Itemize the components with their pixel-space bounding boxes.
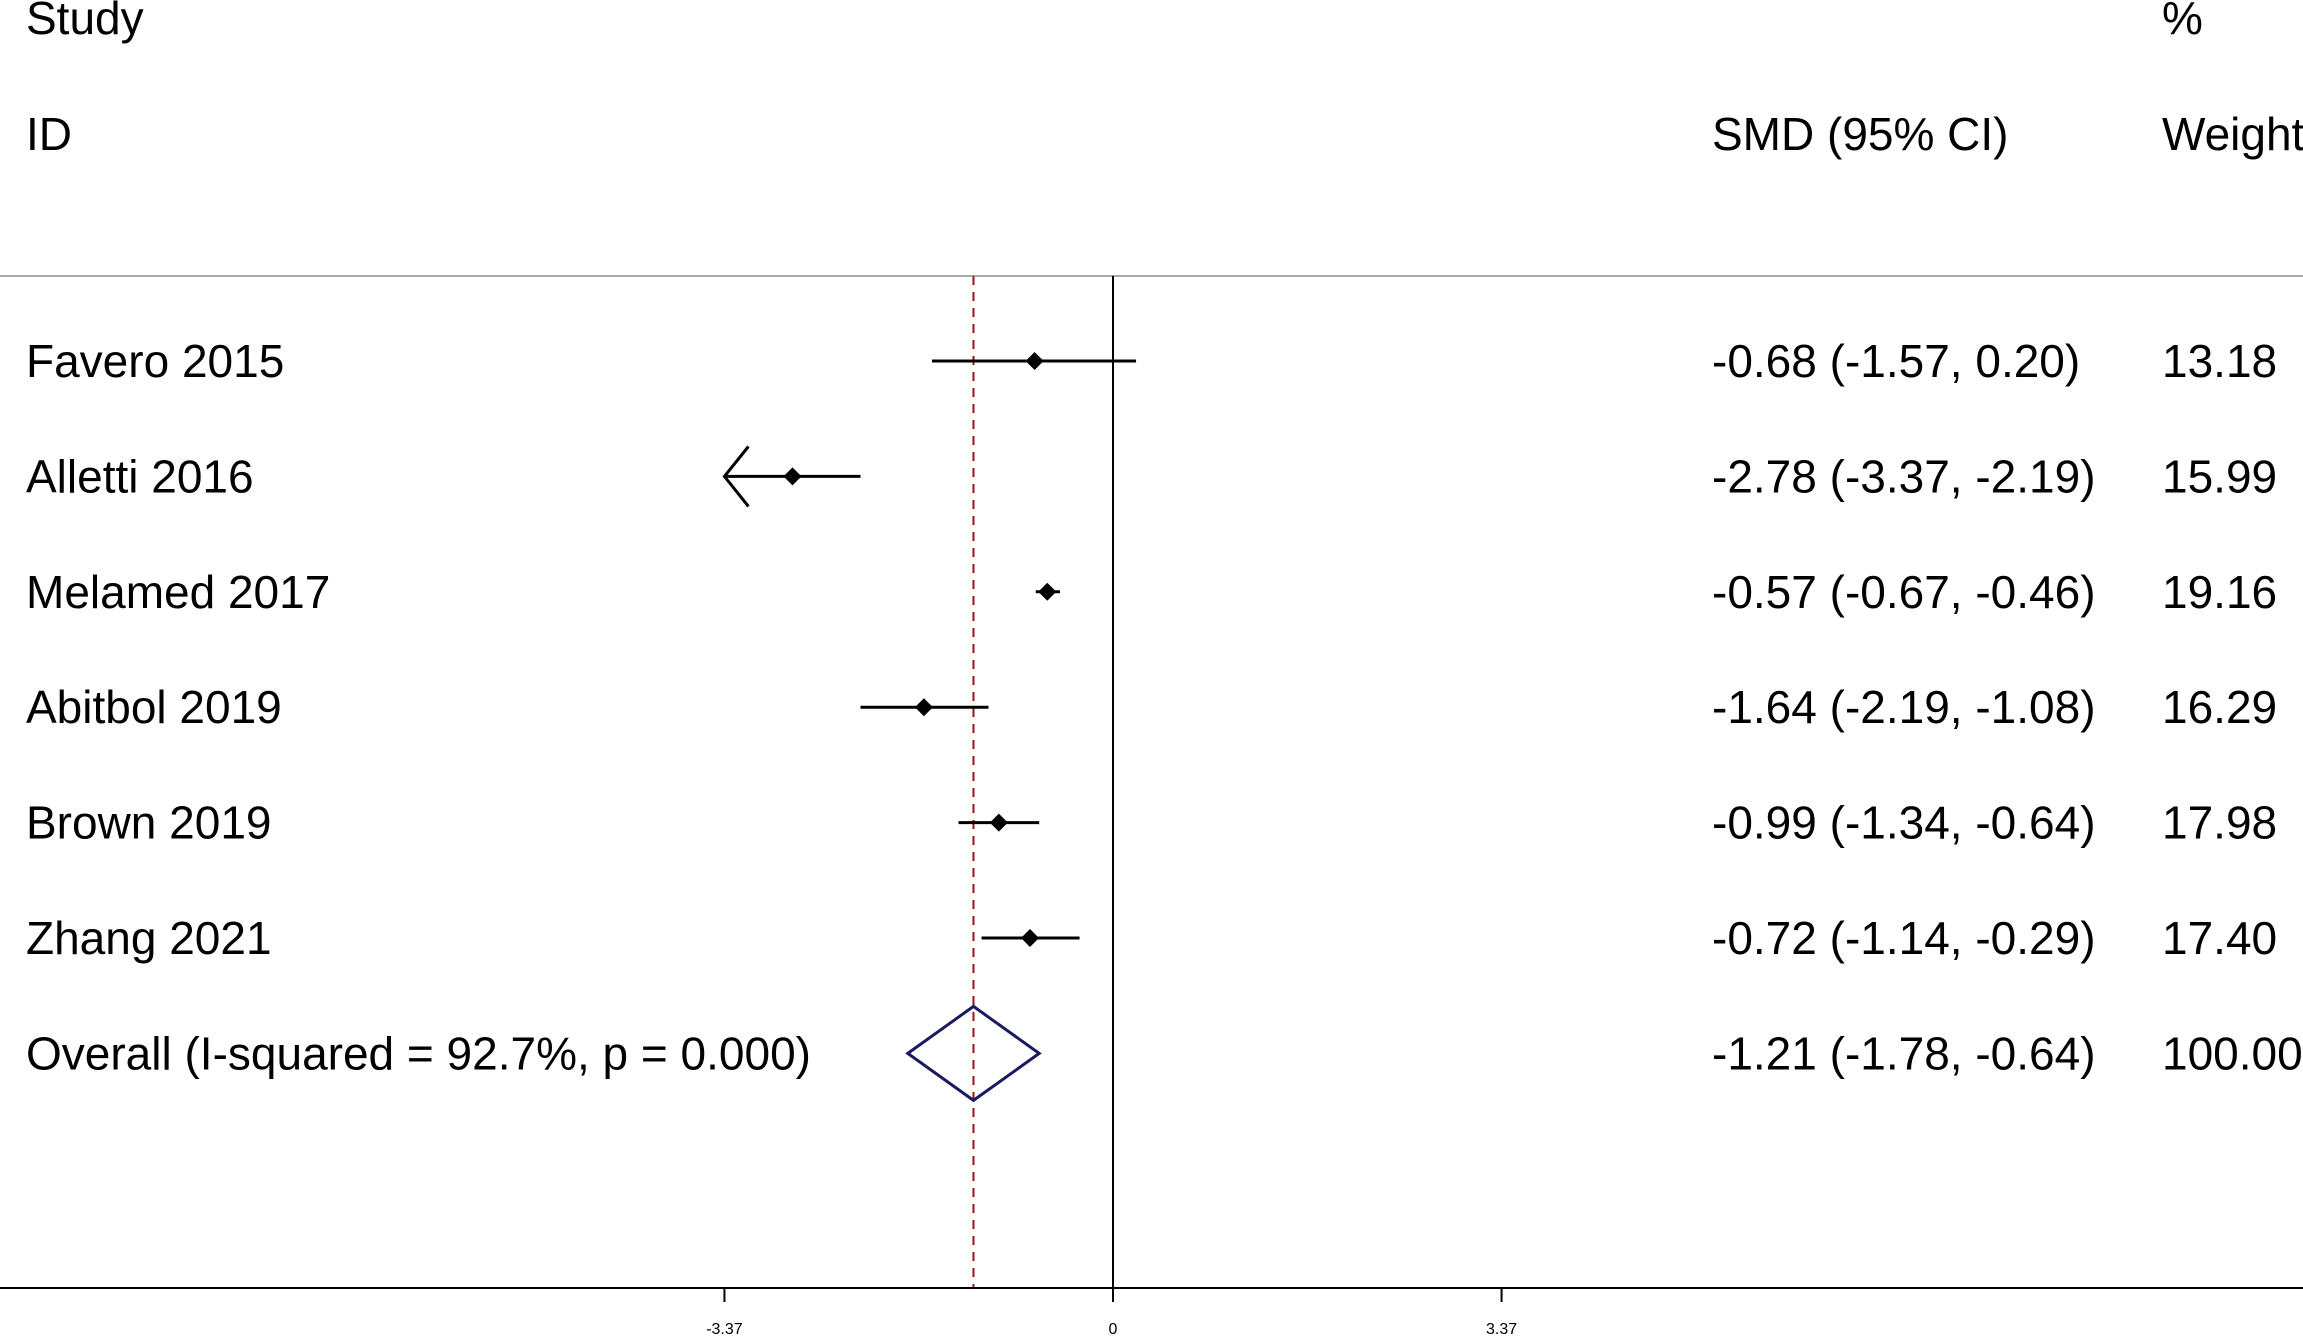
overall-effect-text: -1.21 (-1.78, -0.64) — [1712, 1027, 2096, 1079]
study-row: Favero 2015 -0.68 (-1.57, 0.20) 13.18 — [26, 335, 2277, 387]
study-weight-text: 15.99 — [2162, 450, 2277, 502]
id-header: ID — [26, 108, 72, 160]
study-point-estimate — [1020, 929, 1039, 947]
x-tick-label: 0 — [1109, 1321, 1118, 1338]
plot-area: -3.37 0 3.37 — [0, 276, 2303, 1338]
overall-diamond — [905, 1004, 1042, 1103]
study-point-estimate — [1038, 582, 1057, 601]
study-rows: Favero 2015 -0.68 (-1.57, 0.20) 13.18 Allet… — [26, 335, 2303, 1103]
overall-label: Overall (I-squared = 92.7%, p = 0.000) — [26, 1027, 811, 1079]
study-weight-text: 16.29 — [2162, 681, 2277, 733]
study-effect-text: -1.64 (-2.19, -1.08) — [1712, 681, 2096, 733]
study-effect-text: -0.68 (-1.57, 0.20) — [1712, 335, 2080, 387]
overall-row: Overall (I-squared = 92.7%, p = 0.000) -1… — [26, 1004, 2303, 1103]
table-header: Study ID SMD (95% CI) % Weight — [26, 0, 2303, 160]
study-weight-text: 17.40 — [2162, 912, 2277, 964]
study-weight-text: 17.98 — [2162, 797, 2277, 849]
study-point-estimate — [783, 467, 802, 486]
study-label: Abitbol 2019 — [26, 681, 282, 733]
study-effect-text: -2.78 (-3.37, -2.19) — [1712, 450, 2096, 502]
study-row: Zhang 2021 -0.72 (-1.14, -0.29) 17.40 — [26, 912, 2277, 964]
study-row: Melamed 2017 -0.57 (-0.67, -0.46) 19.16 — [26, 566, 2277, 618]
study-point-estimate — [1025, 352, 1044, 370]
study-effect-text: -0.57 (-0.67, -0.46) — [1712, 566, 2096, 618]
x-tick-label: 3.37 — [1486, 1321, 1517, 1338]
study-row: Brown 2019 -0.99 (-1.34, -0.64) 17.98 — [26, 797, 2277, 849]
study-row: Abitbol 2019 -1.64 (-2.19, -1.08) 16.29 — [26, 681, 2277, 733]
study-weight-text: 19.16 — [2162, 566, 2277, 618]
study-point-estimate — [989, 813, 1008, 832]
x-tick-label: -3.37 — [706, 1321, 743, 1338]
weight-header: Weight — [2162, 108, 2303, 160]
effect-header: SMD (95% CI) — [1712, 108, 2008, 160]
study-label: Alletti 2016 — [26, 450, 254, 502]
study-row: Alletti 2016 -2.78 (-3.37, -2.19) 15.99 — [26, 445, 2277, 508]
study-label: Zhang 2021 — [26, 912, 272, 964]
study-point-estimate — [914, 698, 933, 717]
study-label: Melamed 2017 — [26, 566, 330, 618]
study-weight-text: 13.18 — [2162, 335, 2277, 387]
study-ci-clip-arrow — [722, 445, 750, 508]
study-effect-text: -0.99 (-1.34, -0.64) — [1712, 797, 2096, 849]
weight-percent-header: % — [2162, 0, 2203, 44]
study-effect-text: -0.72 (-1.14, -0.29) — [1712, 912, 2096, 964]
study-header: Study — [26, 0, 144, 44]
study-label: Favero 2015 — [26, 335, 284, 387]
overall-weight-text: 100.00 — [2162, 1027, 2303, 1079]
study-label: Brown 2019 — [26, 797, 272, 849]
